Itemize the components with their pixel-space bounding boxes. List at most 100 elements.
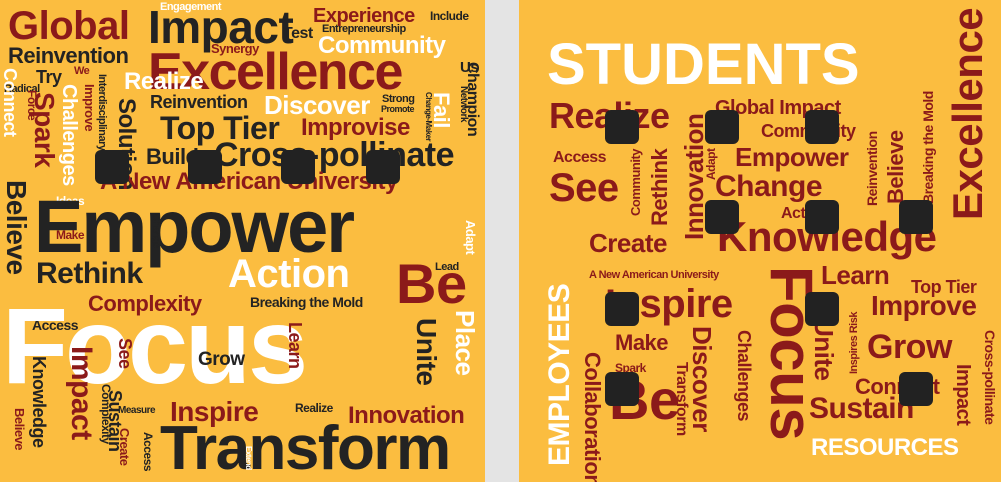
word: A New American University (589, 269, 719, 281)
word: Learn (285, 322, 305, 369)
word: Knowledge (29, 356, 49, 448)
word: We (74, 65, 90, 77)
word: Transform (160, 414, 451, 482)
word: Transform (673, 362, 690, 436)
word: Community (628, 149, 643, 216)
word: Believe (883, 130, 908, 204)
word: Rethink (36, 257, 143, 290)
word: Change (715, 170, 823, 203)
word: Spark (29, 92, 60, 168)
word: STUDENTS (547, 32, 860, 97)
word: Improve (82, 84, 97, 132)
word: Action (228, 252, 350, 296)
redaction-square (95, 150, 129, 184)
word: Lead (435, 261, 459, 273)
word: Community (318, 32, 446, 59)
word: Empower (735, 142, 849, 172)
word: Champion (464, 62, 481, 137)
word: Access (32, 317, 79, 333)
redaction-square (605, 110, 639, 144)
word: Us (460, 59, 479, 76)
word: Inspire (170, 396, 259, 427)
word: Include (430, 9, 469, 23)
word: Improve (871, 290, 977, 321)
word: Spark (615, 361, 646, 375)
word: Sustain (809, 392, 914, 425)
word: Connect (0, 68, 20, 137)
word: Entrepreneurship (322, 23, 406, 35)
word: Complexity (88, 291, 202, 316)
word: Top Tier (160, 110, 280, 146)
redaction-square (899, 372, 933, 406)
word: Believe (1, 180, 32, 275)
word: Build (146, 144, 199, 169)
word: Interdisciplinary (96, 74, 108, 151)
redaction-square (366, 150, 400, 184)
word: Discover (687, 326, 717, 432)
word: EMPLOYEES (543, 283, 576, 466)
word: Strong (382, 93, 415, 105)
word: Radical (4, 83, 40, 95)
redaction-square (281, 150, 315, 184)
redaction-square (605, 292, 639, 326)
word: Discover (264, 90, 370, 120)
word: Synergy (211, 41, 259, 56)
word: Collaboration (580, 352, 605, 482)
word: Improvise (301, 114, 410, 141)
word: Access (553, 149, 607, 166)
word: Breaking the Mold (920, 91, 936, 204)
redaction-square (705, 110, 739, 144)
redaction-square (899, 200, 933, 234)
word: Change (150, 214, 161, 248)
word: Challenges (58, 84, 80, 186)
word: Create (117, 428, 132, 466)
word: Test (283, 25, 313, 42)
word: Challenges (734, 330, 754, 422)
word: Make (56, 228, 85, 242)
word: Unite (809, 318, 839, 381)
redaction-square (605, 372, 639, 406)
word: Impact (65, 346, 98, 440)
word: Extend (244, 446, 253, 470)
word: Engagement (160, 1, 222, 13)
word: Adapt (463, 220, 478, 255)
word: Be (396, 252, 467, 315)
word: Global (8, 4, 130, 48)
word: Cross-pollinate (214, 136, 454, 174)
word: Rethink (647, 148, 672, 226)
redaction-square (188, 150, 222, 184)
redaction-square (805, 110, 839, 144)
panel-divider (485, 0, 519, 482)
word: Measure (118, 405, 156, 416)
word: Promote (381, 104, 415, 114)
word: Believe (12, 408, 27, 451)
word-cloud-right: STUDENTS Realize Global Impact Community… (519, 0, 1001, 482)
word: Access (141, 432, 155, 472)
redaction-square (805, 200, 839, 234)
word: Reinvention (8, 43, 129, 68)
word: Breaking the Mold (250, 294, 363, 310)
word: Unite (411, 318, 442, 386)
word: Grow (198, 349, 245, 370)
word: Fail (429, 92, 454, 128)
word-cloud-left: Global Impact Engagement Experience Incl… (0, 0, 485, 482)
word: Act (781, 205, 806, 222)
word: Impact (952, 364, 974, 426)
redaction-square (705, 200, 739, 234)
word: Excellence (148, 43, 403, 101)
word: Place (450, 310, 480, 376)
word: Top Tier (911, 277, 977, 297)
word: A New American University (100, 168, 398, 195)
word: Focus (2, 285, 308, 406)
word: Realize (124, 68, 204, 95)
word: Excellence (944, 7, 991, 220)
word: See (115, 338, 135, 369)
word: RESOURCES (811, 434, 959, 461)
word: Grow (867, 328, 952, 366)
word: Reinvention (150, 92, 248, 112)
word: Innovation (348, 402, 465, 429)
word: Inspires Risk (848, 312, 860, 374)
word: Reinvention (864, 131, 880, 206)
word: See (549, 166, 619, 210)
word: Learn (821, 260, 890, 290)
